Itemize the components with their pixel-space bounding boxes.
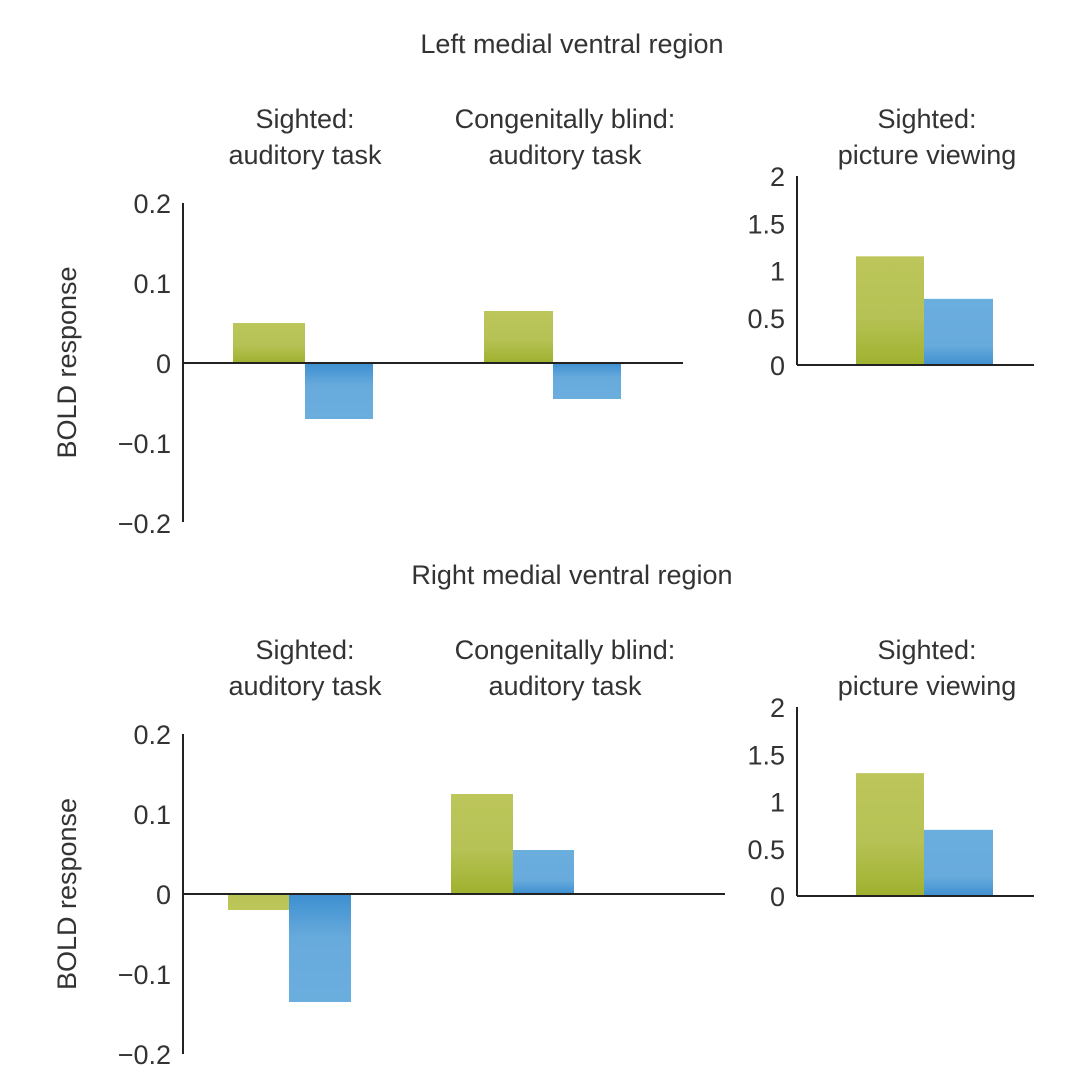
panel-title-line: auditory task [488,671,642,701]
bar-blue [513,850,574,894]
panel-title-line: Congenitally blind: [455,104,676,134]
y-tick-label: 0 [156,349,171,379]
bar-blue [924,829,993,897]
panel-title-line: auditory task [228,671,382,701]
bar-blue [305,363,373,419]
panel-title-line: Sighted: [255,104,354,134]
bar-green [856,773,924,897]
y-tick-label: 2 [770,162,785,192]
y-axis-label: BOLD response [52,798,82,990]
panel-title-line: picture viewing [838,671,1017,701]
y-tick-label: 0.2 [133,189,171,219]
y-tick-label: 1 [770,257,785,287]
panel-title-line: picture viewing [838,140,1017,170]
bar-green [451,794,513,894]
y-tick-label: 1.5 [747,740,785,770]
y-tick-label: −0.1 [118,960,171,990]
y-tick-label: 0.1 [133,269,171,299]
bar-green [233,323,305,363]
bar-green [856,256,924,366]
region-title: Right medial ventral region [411,560,732,590]
panel-title-line: Sighted: [877,635,976,665]
panel-title-line: auditory task [488,140,642,170]
y-tick-label: 0.5 [747,835,785,865]
y-axis-label: BOLD response [52,266,82,458]
bar-green [484,311,553,363]
panel-title-line: Sighted: [877,104,976,134]
y-tick-label: 0 [770,882,785,912]
y-tick-label: 2 [770,693,785,723]
y-tick-label: 0.5 [747,304,785,334]
y-tick-label: −0.2 [118,1040,171,1070]
y-tick-label: 0 [770,351,785,381]
panel-title-line: Congenitally blind: [455,635,676,665]
y-tick-label: 0.1 [133,800,171,830]
bar-green [228,894,289,910]
panel-title-line: Sighted: [255,635,354,665]
region-title: Left medial ventral region [420,29,723,59]
bar-blue [924,298,993,366]
panel-title-line: auditory task [228,140,382,170]
y-tick-label: −0.2 [118,509,171,539]
y-tick-label: 0 [156,880,171,910]
y-tick-label: 0.2 [133,720,171,750]
bar-blue [553,363,621,399]
y-tick-label: 1 [770,788,785,818]
y-tick-label: 1.5 [747,209,785,239]
y-tick-label: −0.1 [118,429,171,459]
bar-blue [289,894,351,1002]
